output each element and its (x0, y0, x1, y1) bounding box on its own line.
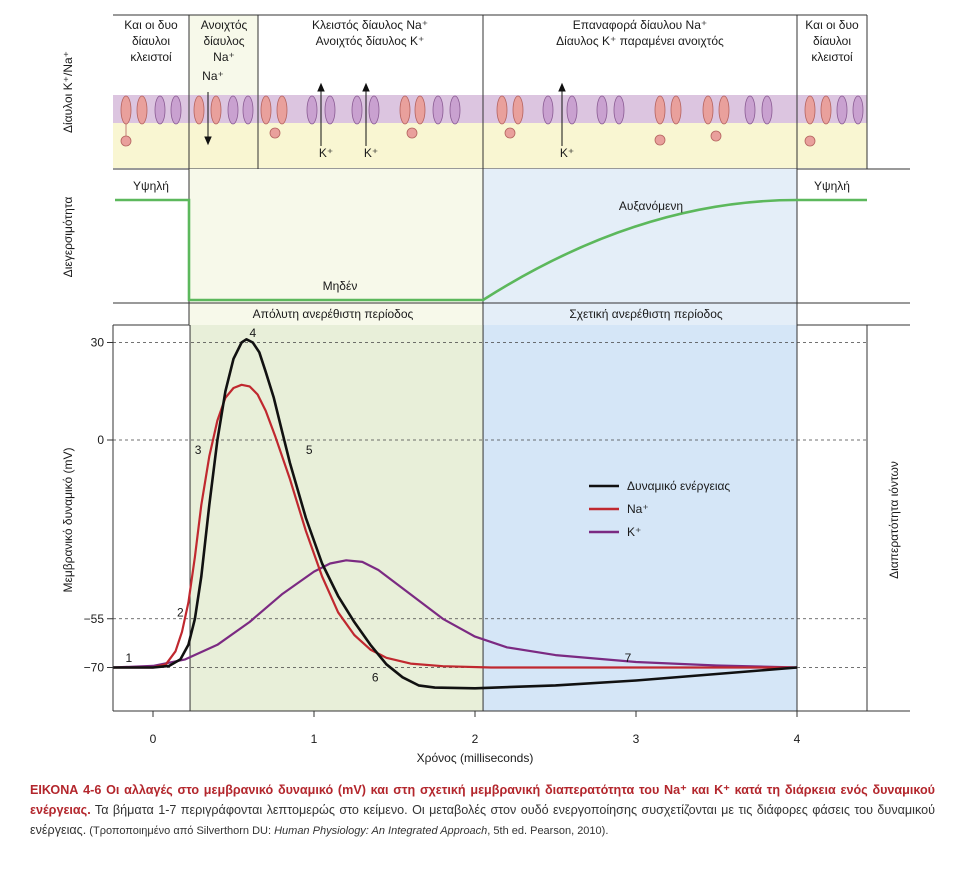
svg-text:δίαυλοι: δίαυλοι (132, 34, 170, 48)
svg-text:Δίαυλος K⁺ παραμένει ανοιχτός: Δίαυλος K⁺ παραμένει ανοιχτός (556, 34, 724, 48)
step-number: 1 (126, 651, 133, 665)
figure-caption: ΕΙΚΟΝΑ 4-6 Οι αλλαγές στο μεμβρανικό δυν… (30, 780, 935, 841)
action-potential-figure: Δίαυλοι K⁺/Na⁺ Και οι δυο δίαυλοι κλειστ… (61, 14, 910, 765)
phase-label-2: Ανοιχτός δίαυλος Na⁺ (201, 18, 248, 64)
k-arrow-label-3: K⁺ (560, 146, 574, 160)
excitability-panel: Διεγερσιμότητα Υψηλή Μηδέν Αυξανόμενη Υψ… (61, 169, 910, 326)
caption-lead: ΕΙΚΟΝΑ 4-6 Οι αλλαγές στο μεμβρανικό δυν… (30, 783, 935, 817)
x-tick-label: 4 (794, 732, 801, 746)
caption-source-post: , 5th ed. Pearson, 2010). (487, 825, 609, 837)
axes: 30 0 −55 −70 0 1 2 3 4 (84, 325, 910, 746)
step-number: 5 (306, 443, 313, 457)
refractory-shading (189, 325, 798, 711)
step-annotations: 1 2 3 4 5 6 7 (126, 326, 632, 685)
svg-text:δίαυλος: δίαυλος (203, 34, 244, 48)
svg-text:κλειστοί: κλειστοί (130, 50, 172, 64)
relative-refractory-label: Σχετική ανερέθιστη περίοδος (569, 307, 723, 321)
membrane-channel-proteins (120, 82, 864, 147)
legend-label: K⁺ (627, 525, 641, 539)
svg-text:Na⁺: Na⁺ (213, 50, 235, 64)
excitability-increasing: Αυξανόμενη (619, 199, 683, 213)
svg-text:Ανοιχτός: Ανοιχτός (201, 18, 248, 32)
step-number: 7 (625, 651, 632, 665)
series-line-2 (112, 559, 798, 669)
y-tick-label: 30 (91, 336, 105, 350)
excitability-high-left: Υψηλή (133, 179, 169, 193)
chart-ylabel: Μεμβρανικό δυναμικό (mV) (61, 447, 75, 592)
k-arrow-label-1: K⁺ (319, 146, 333, 160)
svg-text:Επαναφορά δίαυλου Na⁺: Επαναφορά δίαυλου Na⁺ (573, 18, 707, 32)
channels-panel: Δίαυλοι K⁺/Na⁺ Και οι δυο δίαυλοι κλειστ… (61, 14, 910, 170)
step-number: 3 (195, 443, 202, 457)
phase-label-1: Και οι δυο δίαυλοι κλειστοί (124, 18, 178, 64)
na-arrow-label: Na⁺ (202, 69, 224, 83)
svg-text:Κλειστός δίαυλος Na⁺: Κλειστός δίαυλος Na⁺ (312, 18, 428, 32)
svg-text:Ανοιχτός δίαυλος K⁺: Ανοιχτός δίαυλος K⁺ (316, 34, 425, 48)
caption-source-pre: (Τροποποιημένο από Silverthorn DU: (86, 825, 275, 837)
potential-chart: 30 0 −55 −70 0 1 2 3 4 Δυναμικό ενέργειας Na⁺ K⁺ 1… (61, 325, 910, 765)
legend-label: Δυναμικό ενέργειας (627, 479, 730, 493)
absolute-refractory-shade (190, 325, 484, 711)
series-line-0 (112, 338, 798, 690)
x-tick-label: 1 (311, 732, 318, 746)
phase-label-5: Και οι δυο δίαυλοι κλειστοί (805, 18, 859, 64)
svg-text:δίαυλοι: δίαυλοι (813, 34, 851, 48)
x-tick-label: 0 (150, 732, 157, 746)
chart-xlabel: Χρόνος (milliseconds) (417, 751, 534, 765)
caption-body: Τα βήματα 1-7 περιγράφονται λεπτομερώς σ… (30, 803, 935, 837)
svg-text:Και οι δυο: Και οι δυο (805, 18, 859, 32)
step-number: 2 (177, 605, 184, 619)
series-line-1 (112, 383, 797, 669)
phase-label-4: Επαναφορά δίαυλου Na⁺ Δίαυλος K⁺ παραμέν… (556, 18, 724, 48)
k-arrow-label-2: K⁺ (364, 146, 378, 160)
x-tick-label: 3 (633, 732, 640, 746)
y-tick-label: −55 (84, 612, 105, 626)
chart-y2label: Διαπερατότητα ιόντων (887, 461, 901, 579)
relative-refractory-shade (483, 325, 797, 711)
channels-ylabel: Δίαυλοι K⁺/Na⁺ (61, 51, 75, 133)
caption-source-title: Human Physiology: An Integrated Approach (274, 825, 488, 837)
svg-text:Και οι δυο: Και οι δυο (124, 18, 178, 32)
absolute-refractory-label: Απόλυτη ανερέθιστη περίοδος (253, 307, 414, 321)
x-tick-label: 2 (472, 732, 479, 746)
step-number: 4 (249, 326, 256, 340)
series-lines (112, 338, 798, 690)
y-tick-label: 0 (97, 433, 104, 447)
excitability-zero: Μηδέν (323, 279, 358, 293)
excitability-high-right: Υψηλή (814, 179, 850, 193)
excitability-line (115, 198, 867, 302)
legend-label: Na⁺ (627, 502, 649, 516)
legend: Δυναμικό ενέργειας Na⁺ K⁺ (589, 479, 730, 539)
svg-text:κλειστοί: κλειστοί (811, 50, 853, 64)
excitability-ylabel: Διεγερσιμότητα (61, 197, 75, 278)
y-tick-label: −70 (84, 661, 105, 675)
phase-label-3: Κλειστός δίαυλος Na⁺ Ανοιχτός δίαυλος K⁺ (312, 18, 428, 48)
step-number: 6 (372, 670, 379, 684)
